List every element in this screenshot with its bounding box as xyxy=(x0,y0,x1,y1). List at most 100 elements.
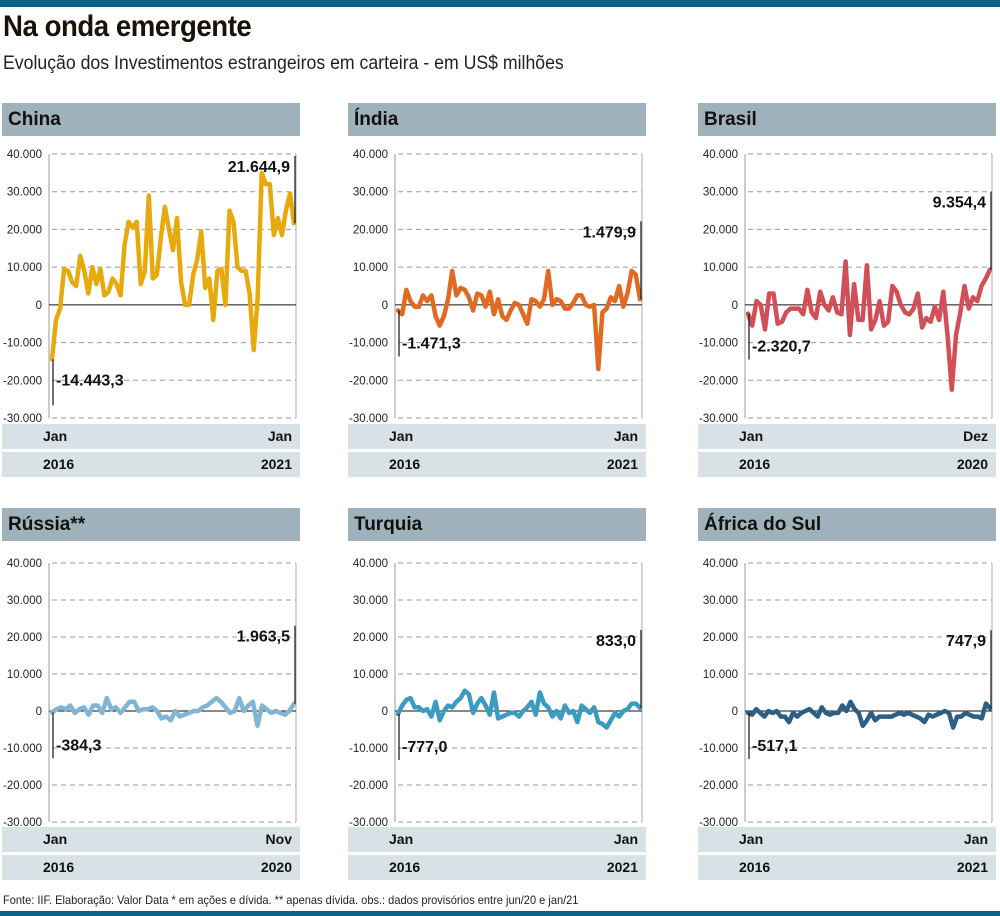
x-start-month: Jan xyxy=(739,428,764,444)
x-start-month: Jan xyxy=(739,831,764,847)
y-tick-label: 30.000 xyxy=(703,187,738,199)
panel-title-bar: África do Sul xyxy=(698,508,996,541)
panel-title-bar: Brasil xyxy=(698,103,996,136)
x-end-year: 2021 xyxy=(606,859,638,875)
page-title: Na onda emergente xyxy=(3,10,252,43)
top-accent-bar xyxy=(0,0,1000,7)
panel-title: Índia xyxy=(354,109,399,130)
x-axis-year-bar: 2016 2021 xyxy=(698,855,996,880)
y-tick-label: -10.000 xyxy=(349,338,388,350)
bottom-accent-bar xyxy=(0,911,1000,916)
y-tick-label: -30.000 xyxy=(3,817,42,826)
y-tick-label: 0 xyxy=(36,706,42,718)
chart-panel-turquia: Turquia 40.000 30.000 20.000 10.000 0 -10.000… xyxy=(348,508,646,881)
first-value-label: -1.471,3 xyxy=(402,335,461,352)
x-start-year: 2016 xyxy=(739,456,771,472)
y-tick-label: 40.000 xyxy=(7,149,42,161)
y-tick-label: -20.000 xyxy=(3,780,42,792)
y-tick-label: 10.000 xyxy=(353,669,388,681)
x-end-year: 2020 xyxy=(956,456,988,472)
x-end-year: 2021 xyxy=(606,456,638,472)
y-tick-label: 0 xyxy=(36,300,42,312)
x-end-month: Dez xyxy=(963,428,988,444)
y-tick-label: 10.000 xyxy=(703,262,738,274)
y-tick-label: 20.000 xyxy=(7,632,42,644)
line-chart: 40.000 30.000 20.000 10.000 0 -10.000 -20.000 -… xyxy=(349,558,643,826)
y-tick-label: -20.000 xyxy=(699,780,738,792)
x-axis-year-bar: 2016 2021 xyxy=(348,452,646,477)
y-tick-label: -20.000 xyxy=(3,375,42,387)
panel-title: Brasil xyxy=(704,109,757,130)
line-chart: 40.000 30.000 20.000 10.000 0 -10.000 -20.000 -… xyxy=(3,149,297,423)
first-value-label: -384,3 xyxy=(56,737,101,754)
chart-panel-russia: Rússia** 40.000 30.000 20.000 10.000 0 -10.00… xyxy=(2,508,300,881)
line-chart: 40.000 30.000 20.000 10.000 0 -10.000 -20.000 -… xyxy=(349,149,643,423)
x-start-month: Jan xyxy=(389,831,414,847)
y-tick-label: 40.000 xyxy=(353,558,388,570)
y-tick-label: -10.000 xyxy=(3,338,42,350)
x-axis-month-bar: Jan Jan xyxy=(2,424,300,449)
panel-title-bar: Turquia xyxy=(348,508,646,541)
x-end-month: Jan xyxy=(613,428,638,444)
x-end-year: 2021 xyxy=(260,456,292,472)
x-axis-year-bar: 2016 2020 xyxy=(698,452,996,477)
chart-panel-china: China 40.000 30.000 20.000 10.000 0 -10.000 -2… xyxy=(2,103,300,478)
y-tick-label: 30.000 xyxy=(7,187,42,199)
x-start-year: 2016 xyxy=(389,456,421,472)
y-tick-label: 40.000 xyxy=(703,558,738,570)
panel-title: China xyxy=(8,109,61,130)
x-start-year: 2016 xyxy=(43,456,75,472)
x-axis-month-bar: Jan Nov xyxy=(2,827,300,852)
x-start-year: 2016 xyxy=(43,859,75,875)
series-line xyxy=(395,688,643,730)
y-tick-label: 10.000 xyxy=(703,669,738,681)
first-value-label: -14.443,3 xyxy=(56,372,124,389)
first-value-label: -2.320,7 xyxy=(752,339,811,356)
y-tick-label: 20.000 xyxy=(353,632,388,644)
y-tick-label: -20.000 xyxy=(349,780,388,792)
y-tick-label: 20.000 xyxy=(703,632,738,644)
y-tick-label: -30.000 xyxy=(3,413,42,423)
chart-panel-india: Índia 40.000 30.000 20.000 10.000 0 -10.000 -2… xyxy=(348,103,646,478)
y-tick-label: 10.000 xyxy=(7,262,42,274)
x-axis-year-bar: 2016 2020 xyxy=(2,855,300,880)
x-end-month: Jan xyxy=(963,831,988,847)
x-start-month: Jan xyxy=(43,831,68,847)
page-subtitle: Evolução dos Investimentos estrangeiros … xyxy=(3,53,564,74)
x-start-month: Jan xyxy=(389,428,414,444)
series-line xyxy=(49,170,297,362)
x-axis-month-bar: Jan Jan xyxy=(348,827,646,852)
series-line xyxy=(395,268,643,372)
x-axis-year-bar: 2016 2021 xyxy=(348,855,646,880)
series-line xyxy=(49,695,297,729)
y-tick-label: 40.000 xyxy=(703,149,738,161)
x-end-year: 2021 xyxy=(956,859,988,875)
y-tick-label: 0 xyxy=(732,706,738,718)
x-end-year: 2020 xyxy=(260,859,292,875)
y-tick-label: -30.000 xyxy=(349,413,388,423)
x-axis-month-bar: Jan Jan xyxy=(698,827,996,852)
last-value-label: 21.644,9 xyxy=(228,159,290,176)
panel-title-bar: Índia xyxy=(348,103,646,136)
series-line xyxy=(745,259,993,392)
y-tick-label: -30.000 xyxy=(699,817,738,826)
x-end-month: Jan xyxy=(613,831,638,847)
y-tick-label: 40.000 xyxy=(7,558,42,570)
last-value-label: 833,0 xyxy=(596,633,636,650)
x-axis-year-bar: 2016 2021 xyxy=(2,452,300,477)
panel-title-bar: China xyxy=(2,103,300,136)
y-tick-label: 20.000 xyxy=(7,224,42,236)
series-line xyxy=(745,699,993,730)
line-chart: 40.000 30.000 20.000 10.000 0 -10.000 -20.000 -… xyxy=(699,149,993,423)
y-tick-label: -20.000 xyxy=(699,375,738,387)
panel-title-bar: Rússia** xyxy=(2,508,300,541)
y-tick-label: -10.000 xyxy=(699,338,738,350)
y-tick-label: -10.000 xyxy=(3,743,42,755)
y-tick-label: 30.000 xyxy=(353,187,388,199)
panel-title: Turquia xyxy=(354,514,423,535)
x-start-year: 2016 xyxy=(389,859,421,875)
y-tick-label: 30.000 xyxy=(7,595,42,607)
y-tick-label: 0 xyxy=(382,300,388,312)
x-axis-month-bar: Jan Jan xyxy=(348,424,646,449)
x-axis-month-bar: Jan Dez xyxy=(698,424,996,449)
